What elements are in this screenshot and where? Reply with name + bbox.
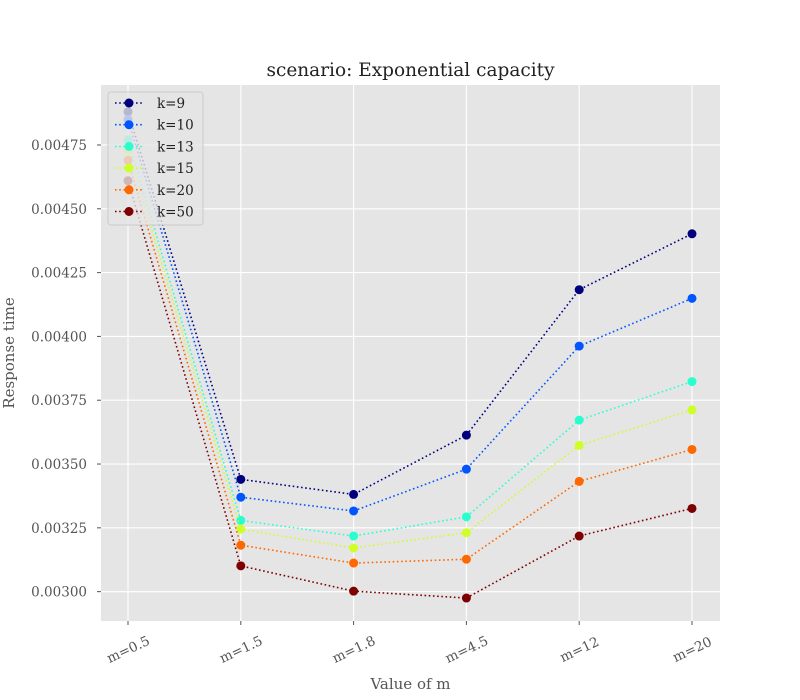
x-tick-label: m=20	[670, 634, 714, 666]
data-point	[574, 440, 584, 450]
data-point	[687, 444, 697, 454]
data-point	[349, 558, 359, 568]
data-point	[236, 540, 246, 550]
data-point	[574, 341, 584, 351]
data-point	[236, 492, 246, 502]
x-tick-label: m=12	[558, 634, 602, 666]
y-tick-label: 0.00325	[31, 521, 87, 537]
x-tick-label: m=1.8	[330, 633, 378, 667]
data-point	[349, 586, 359, 596]
series-line	[127, 160, 693, 564]
data-point	[236, 474, 246, 484]
y-tick-label: 0.00425	[31, 266, 87, 282]
series-line	[127, 149, 693, 549]
x-axis-title: Value of m	[369, 675, 450, 693]
data-point	[461, 593, 471, 603]
legend-marker	[124, 98, 134, 108]
legend-marker	[124, 207, 134, 216]
legend-item-k=20: k=20	[115, 183, 194, 199]
y-tick-label: 0.00400	[31, 329, 87, 345]
data-point	[687, 503, 697, 513]
series-line	[127, 180, 693, 599]
data-point	[461, 528, 471, 538]
legend-marker	[124, 185, 134, 195]
series-line	[127, 139, 693, 537]
legend-marker	[124, 141, 134, 151]
data-point	[687, 377, 697, 387]
data-point	[461, 430, 471, 440]
data-point	[687, 293, 697, 303]
y-tick-label: 0.00475	[31, 138, 87, 154]
legend: k=9 k=10 k=13 k=15 k=20 k=50	[107, 91, 204, 226]
y-tick-label: 0.00300	[31, 585, 87, 601]
data-point	[461, 512, 471, 522]
legend-item-k=13: k=13	[115, 139, 194, 155]
data-point	[349, 531, 359, 541]
legend-label: k=13	[157, 139, 194, 155]
legend-label: k=10	[157, 118, 194, 134]
x-tick-label: m=0.5	[104, 633, 152, 667]
data-point	[236, 524, 246, 534]
legend-item-k=50: k=50	[115, 205, 194, 221]
legend-label: k=50	[157, 205, 194, 221]
data-point	[574, 415, 584, 425]
legend-item-k=10: k=10	[115, 118, 194, 134]
legend-label: k=20	[157, 183, 194, 199]
data-point	[461, 464, 471, 474]
y-axis-ticks: 0.00300 0.00325 0.00350 0.00375 0.00400 0.004…	[31, 138, 101, 601]
legend-marker	[124, 163, 134, 173]
data-point	[574, 285, 584, 295]
legend-item-k=9: k=9	[115, 96, 185, 112]
series-line	[127, 111, 693, 496]
data-point	[687, 405, 697, 415]
chart-title: scenario: Exponential capacity	[266, 60, 555, 81]
legend-marker	[124, 120, 134, 130]
data-point	[461, 554, 471, 564]
x-axis-ticks: m=0.5 m=1.5 m=1.8 m=4.5 m=12 m=20	[104, 621, 715, 667]
data-point	[687, 229, 697, 239]
legend-label: k=9	[157, 96, 185, 112]
data-point	[236, 515, 246, 525]
data-point	[574, 476, 584, 486]
legend-item-k=15: k=15	[115, 161, 194, 177]
x-tick-label: m=1.5	[217, 633, 265, 667]
series-line	[127, 119, 693, 512]
y-tick-label: 0.00375	[31, 393, 87, 409]
y-axis-title: Response time	[0, 297, 18, 409]
y-tick-label: 0.00350	[31, 457, 87, 473]
legend-label: k=15	[157, 161, 194, 177]
y-tick-label: 0.00450	[31, 202, 87, 218]
x-tick-label: m=4.5	[443, 633, 491, 667]
data-point	[349, 543, 359, 553]
series-k=10	[123, 114, 697, 516]
data-point	[574, 531, 584, 541]
data-point	[236, 561, 246, 571]
data-point	[349, 489, 359, 499]
series-k=13	[123, 135, 697, 541]
plot-background	[101, 85, 720, 621]
data-point	[349, 506, 359, 516]
